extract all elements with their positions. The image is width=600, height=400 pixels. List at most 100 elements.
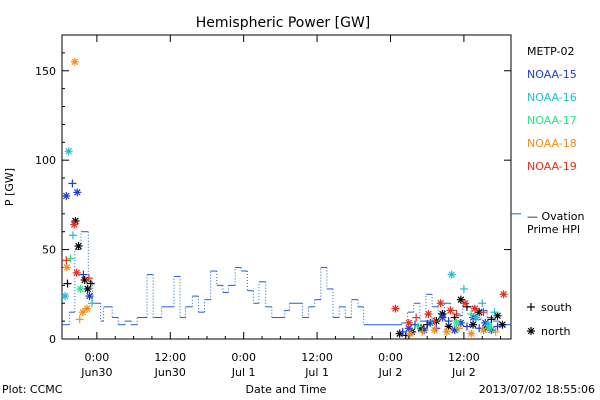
- x-tick-label-date: Jul 2: [378, 366, 403, 379]
- y-tick-label: 100: [35, 154, 56, 167]
- south-marker-noaa-18: [75, 315, 84, 324]
- north-marker-metp-02: [80, 275, 89, 284]
- south-marker-noaa-18: [455, 324, 464, 333]
- north-marker-noaa-18: [479, 326, 488, 335]
- x-tick-label-time: 12:00: [154, 351, 186, 364]
- north-marker-noaa-19: [404, 318, 413, 327]
- x-tick-label-date: Jul 2: [451, 366, 476, 379]
- ovation-legend-line1: — Ovation: [527, 210, 585, 223]
- south-marker-noaa-18: [418, 327, 427, 336]
- north-marker-noaa-19: [72, 268, 81, 277]
- marker-key-symbol-north: [527, 327, 535, 335]
- north-marker-noaa-19: [470, 304, 479, 313]
- x-tick-label-time: 0:00: [378, 351, 403, 364]
- south-marker-noaa-15: [444, 317, 453, 326]
- south-marker-noaa-19: [452, 309, 461, 318]
- south-marker-noaa-19: [84, 274, 93, 283]
- south-marker-metp-02: [450, 313, 459, 322]
- plot-frame: [61, 34, 512, 340]
- south-marker-metp-02: [63, 279, 72, 288]
- north-marker-noaa-15: [73, 188, 82, 197]
- north-marker-noaa-16: [484, 320, 493, 329]
- south-marker-noaa-15: [79, 270, 88, 279]
- y-tick-label: 0: [49, 333, 56, 346]
- south-marker-noaa-16: [69, 231, 78, 240]
- ovation-legend-line2: Prime HPI: [527, 223, 580, 236]
- north-marker-noaa-19: [424, 309, 433, 318]
- x-tick-label-time: 12:00: [301, 351, 333, 364]
- x-tick-label-time: 0:00: [85, 351, 110, 364]
- south-marker-noaa-15: [462, 322, 471, 331]
- south-marker-noaa-16: [87, 299, 96, 308]
- south-marker-noaa-17: [467, 309, 476, 318]
- north-marker-noaa-19: [446, 306, 455, 315]
- satellite-markers: [61, 57, 508, 340]
- south-marker-metp-02: [86, 279, 95, 288]
- south-marker-noaa-17: [66, 254, 75, 263]
- north-marker-metp-02: [74, 242, 83, 251]
- south-marker-noaa-19: [479, 308, 488, 317]
- legend: METP-02 NOAA-15 NOAA-16 NOAA-17 NOAA-18 NOAA-…: [527, 45, 577, 173]
- y-tick-label: 50: [42, 244, 56, 257]
- north-marker-noaa-19: [391, 304, 400, 313]
- legend-entry-metp-02: METP-02: [527, 45, 575, 58]
- x-tick-label-time: 12:00: [448, 351, 480, 364]
- y-tick-label: 150: [35, 65, 56, 78]
- legend-entry-noaa-15: NOAA-15: [527, 68, 577, 81]
- x-tick-label-time: 0:00: [231, 351, 256, 364]
- south-marker-noaa-15: [68, 179, 77, 188]
- south-marker-noaa-17: [414, 322, 423, 331]
- south-marker-noaa-16: [490, 308, 499, 317]
- south-marker-noaa-19: [430, 317, 439, 326]
- north-marker-noaa-18: [62, 263, 71, 272]
- x-tick-label-date: Jun30: [80, 366, 112, 379]
- north-marker-noaa-15: [426, 318, 435, 327]
- north-marker-noaa-16: [447, 270, 456, 279]
- north-marker-noaa-18: [406, 329, 415, 338]
- legend-entry-noaa-17: NOAA-17: [527, 114, 577, 127]
- ovation-prime-hpi-line: [62, 231, 511, 326]
- north-marker-noaa-15: [438, 313, 447, 322]
- north-marker-noaa-16: [61, 292, 70, 301]
- north-marker-metp-02: [469, 320, 478, 329]
- legend-entry-noaa-16: NOAA-16: [527, 91, 577, 104]
- north-marker-noaa-18: [70, 57, 79, 66]
- marker-key-label-north: north: [541, 325, 571, 338]
- south-marker-noaa-16: [459, 284, 468, 293]
- north-marker-noaa-15: [85, 292, 94, 301]
- marker-key: south north: [527, 301, 572, 338]
- y-axis: 0 50 100 150: [35, 52, 511, 346]
- south-marker-noaa-16: [478, 299, 487, 308]
- north-marker-noaa-15: [450, 326, 459, 335]
- plot-timestamp: 2013/07/02 18:55:06: [479, 383, 595, 396]
- north-marker-metp-02: [498, 320, 507, 329]
- south-marker-noaa-19: [62, 256, 71, 265]
- south-marker-noaa-15: [398, 327, 407, 336]
- south-marker-noaa-15: [493, 322, 502, 331]
- north-marker-noaa-17: [76, 284, 85, 293]
- y-axis-label: P [GW]: [3, 168, 16, 206]
- north-marker-noaa-18: [83, 304, 92, 313]
- marker-key-label-south: south: [541, 301, 572, 314]
- x-tick-label-date: Jun30: [154, 366, 186, 379]
- south-marker-noaa-19: [412, 313, 421, 322]
- plot-credit: Plot: CCMC: [2, 383, 63, 396]
- north-marker-noaa-18: [442, 327, 451, 336]
- x-axis-label: Date and Time: [246, 383, 327, 396]
- chart-title: Hemispheric Power [GW]: [196, 15, 371, 31]
- north-marker-noaa-19: [70, 220, 79, 229]
- north-marker-noaa-19: [499, 290, 508, 299]
- north-marker-noaa-16: [472, 313, 481, 322]
- north-marker-noaa-17: [485, 324, 494, 333]
- legend-entry-noaa-19: NOAA-19: [527, 160, 577, 173]
- north-marker-noaa-18: [467, 329, 476, 338]
- north-marker-noaa-15: [420, 326, 429, 335]
- x-tick-label-date: Jul 1: [304, 366, 329, 379]
- x-tick-label-date: Jul 1: [231, 366, 256, 379]
- x-axis: 0:00 Jun30 12:00 Jun30 0:00 Jul 1 12:00 Jul 1 0:…: [78, 35, 502, 379]
- north-marker-metp-02: [83, 284, 92, 293]
- south-marker-metp-02: [462, 302, 471, 311]
- marker-key-symbol-south: [527, 303, 535, 311]
- north-marker-noaa-18: [430, 326, 439, 335]
